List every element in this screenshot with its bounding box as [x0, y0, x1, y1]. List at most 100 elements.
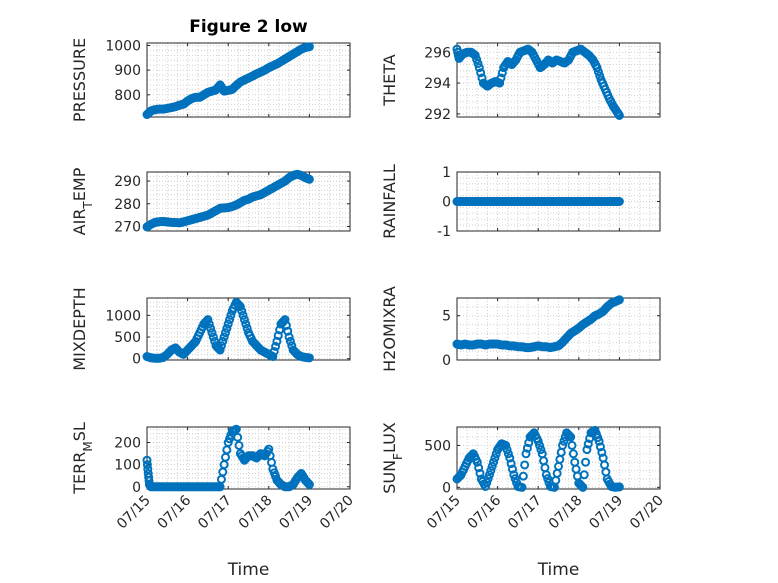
- data-point: [614, 197, 624, 206]
- subplot-5: 0 500 1000 MIXDEPTH: [70, 287, 351, 371]
- data-point: [269, 346, 279, 356]
- subplot-6: 0 5 H2OMIXRA: [380, 286, 661, 372]
- y-tick-label: 100: [114, 458, 141, 474]
- data-point: [503, 449, 513, 459]
- data-point: [487, 461, 497, 471]
- chart-title: Figure 2 low: [189, 17, 308, 37]
- y-tick-label: 0: [442, 195, 451, 211]
- axes-frame: [456, 297, 661, 361]
- y-tick-label: 500: [424, 438, 451, 454]
- subplot-1: 800 900 1000 PRESSURE Figure 2 low: [70, 17, 351, 122]
- data-point: [592, 63, 602, 73]
- data-point: [304, 353, 314, 363]
- data-point: [237, 306, 247, 316]
- data-point: [304, 42, 314, 52]
- data-point: [207, 328, 217, 338]
- y-axis-label: AIRTEMP: [70, 167, 95, 235]
- data-point: [268, 352, 278, 362]
- data-point: [559, 436, 569, 446]
- x-axis-label: Time: [537, 560, 580, 580]
- data-point: [225, 315, 235, 325]
- data-point: [521, 449, 531, 459]
- x-axis-label: Time: [227, 560, 270, 580]
- data-point: [473, 59, 483, 69]
- data-point: [142, 460, 152, 470]
- data-point: [216, 341, 226, 351]
- data-point: [284, 332, 294, 342]
- data-point: [226, 310, 236, 320]
- axes-frame: [146, 42, 351, 118]
- data-point: [486, 466, 496, 476]
- data-point: [206, 323, 216, 333]
- data-point: [536, 445, 546, 455]
- data-point: [583, 439, 593, 449]
- data-point: [241, 319, 251, 329]
- series-points: [142, 297, 314, 363]
- data-point: [203, 315, 213, 325]
- axes-frame: [456, 42, 661, 118]
- y-tick-label: 292: [424, 107, 451, 123]
- data-point: [239, 315, 249, 325]
- y-axis-label: TERRMSL: [70, 422, 95, 495]
- y-axis-label: PRESSURE: [70, 38, 89, 122]
- data-point: [517, 482, 527, 492]
- y-tick-label: 296: [424, 45, 451, 61]
- data-point: [222, 323, 232, 333]
- data-point: [533, 436, 543, 446]
- data-point: [522, 443, 532, 453]
- data-point: [475, 468, 485, 478]
- data-point: [208, 332, 218, 342]
- data-point: [595, 442, 605, 452]
- y-tick-label: -1: [437, 224, 451, 240]
- y-axis-label: SUNFLUX: [380, 422, 405, 494]
- data-point: [614, 295, 624, 305]
- y-tick-label: 280: [114, 197, 141, 213]
- data-point: [220, 328, 230, 338]
- data-point: [495, 78, 505, 88]
- data-point: [490, 453, 500, 463]
- data-point: [505, 453, 515, 463]
- data-point: [304, 174, 314, 184]
- data-point: [535, 440, 545, 450]
- series-points: [452, 197, 624, 206]
- y-tick-label: 1: [442, 165, 451, 181]
- subplot-2: 292 294 296 THETA: [380, 42, 661, 123]
- data-point: [470, 50, 480, 60]
- data-point: [595, 71, 605, 81]
- series-points: [142, 42, 314, 120]
- data-point: [271, 341, 281, 351]
- data-point: [518, 471, 528, 481]
- data-point: [614, 482, 624, 492]
- data-point: [223, 319, 233, 329]
- y-tick-label: 0: [442, 353, 451, 369]
- series-points: [452, 425, 624, 492]
- data-point: [558, 440, 568, 450]
- data-point: [501, 440, 511, 450]
- data-point: [231, 424, 241, 434]
- data-point: [142, 455, 152, 465]
- data-point: [520, 460, 530, 470]
- data-point: [234, 440, 244, 450]
- data-point: [304, 480, 314, 490]
- data-point: [204, 319, 214, 329]
- data-point: [594, 436, 604, 446]
- data-point: [303, 478, 313, 488]
- data-point: [577, 481, 587, 491]
- y-axis-label: MIXDEPTH: [70, 287, 89, 370]
- data-point: [582, 445, 592, 455]
- y-axis-label: H2OMIXRA: [380, 286, 399, 372]
- y-tick-label: 0: [132, 480, 141, 496]
- series-points: [452, 44, 624, 120]
- data-point: [496, 73, 506, 83]
- data-point: [242, 323, 252, 333]
- series-points: [142, 169, 314, 232]
- y-tick-label: 800: [114, 88, 141, 104]
- data-point: [219, 332, 229, 342]
- y-tick-label: 294: [424, 76, 451, 92]
- data-point: [578, 482, 588, 492]
- y-tick-label: 0: [442, 480, 451, 496]
- data-point: [476, 68, 486, 78]
- data-point: [484, 470, 494, 480]
- data-point: [218, 336, 228, 346]
